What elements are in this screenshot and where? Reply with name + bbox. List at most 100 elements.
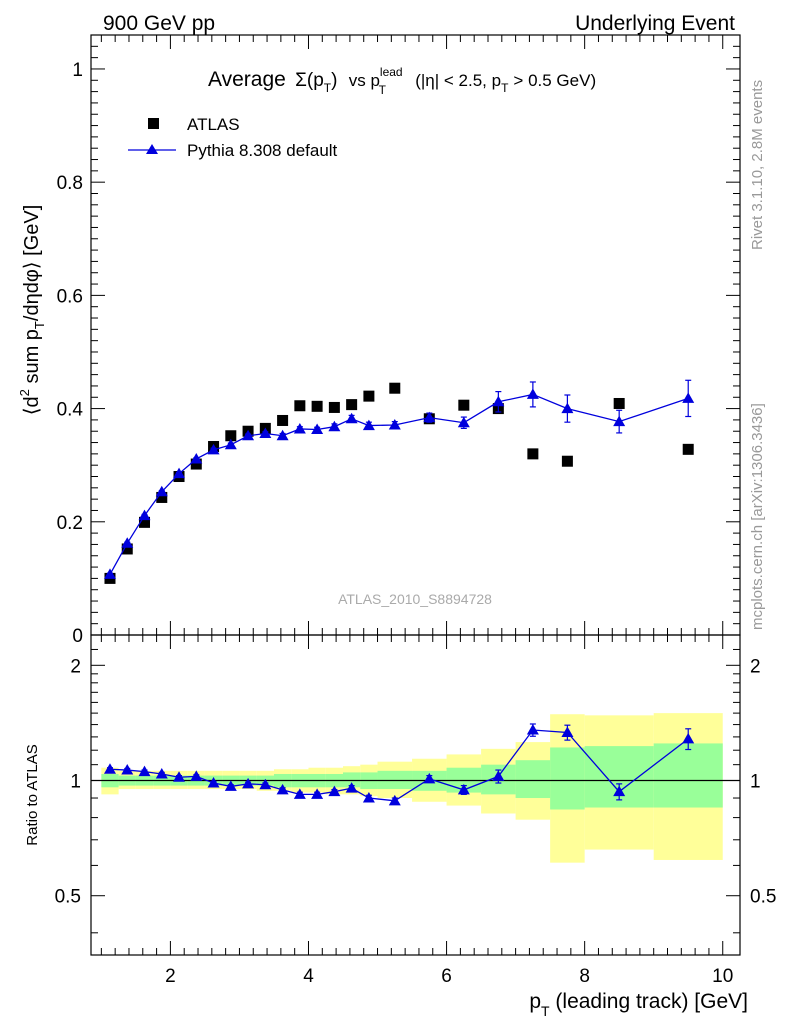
legend-atlas-marker xyxy=(148,118,159,129)
pythia-data-point xyxy=(103,568,116,579)
pythia-series-line xyxy=(109,393,689,575)
title-sub-t1: T xyxy=(324,81,332,95)
ratio-pythia-series xyxy=(103,723,695,806)
atlas-data-point xyxy=(294,400,306,412)
atlas-data-point xyxy=(389,382,401,394)
main-plot-title: Average Σ(pT) vs plead T (|η| < 2.5, pT > … xyxy=(208,65,596,99)
x-tick-label: 4 xyxy=(303,966,314,987)
main-panel: 00.20.40.60.81 Average Σ(pT) vs plead T (… xyxy=(17,34,741,647)
ratio-data-point xyxy=(224,780,237,791)
ratio-uncertainty-bands xyxy=(101,713,723,863)
legend-pythia-marker xyxy=(146,144,158,154)
ratio-plot-frame xyxy=(90,634,741,956)
ylabel-sup2: 2 xyxy=(17,389,32,396)
pythia-data-point xyxy=(242,429,255,441)
ratio-data-point xyxy=(103,763,116,774)
main-y-tick-label: 0.4 xyxy=(57,400,84,421)
pythia-data-point xyxy=(190,452,203,464)
pythia-data-point xyxy=(155,485,168,497)
ylabel-part-c: /dηdφ⟩ [GeV] xyxy=(21,205,43,321)
atlas-data-point xyxy=(346,399,358,411)
atlas-series xyxy=(104,382,694,584)
ratio-data-point xyxy=(526,724,539,735)
pythia-data-point xyxy=(345,412,358,424)
ratio-data-point xyxy=(457,783,470,795)
ratio-data-point xyxy=(190,770,203,781)
pythia-data-point xyxy=(388,419,401,430)
ratio-data-point xyxy=(682,732,695,744)
ratio-inner-band xyxy=(343,772,361,788)
ratio-y-axis-label: Ratio to ATLAS xyxy=(24,744,41,845)
title-word: Average xyxy=(208,68,286,91)
analysis-watermark: ATLAS_2010_S8894728 xyxy=(338,591,492,607)
atlas-data-point xyxy=(458,399,470,411)
ratio-data-point xyxy=(293,788,306,799)
title-close: ) xyxy=(331,70,337,91)
pythia-data-point xyxy=(173,467,186,479)
ratio-data-point xyxy=(155,767,168,779)
pythia-data-point xyxy=(328,420,341,432)
ratio-data-point xyxy=(173,771,186,782)
pythia-data-point xyxy=(207,443,220,455)
ratio-y-tick-label-left: 0.5 xyxy=(55,887,81,908)
xlabel-subT: T xyxy=(541,1003,550,1019)
pythia-data-point xyxy=(492,395,505,407)
ratio-y-tick-label-right: 2 xyxy=(750,656,761,677)
main-y-tick-label: 0.8 xyxy=(57,173,83,194)
ratio-data-point xyxy=(259,778,272,790)
atlas-data-point xyxy=(363,390,375,402)
atlas-data-point xyxy=(613,397,625,409)
ratio-data-point xyxy=(121,764,134,775)
x-tick-label: 10 xyxy=(712,966,733,987)
title-sup-lead: lead xyxy=(380,65,403,79)
title-cond-a: (|η| < 2.5, p xyxy=(415,71,501,90)
main-y-tick-label: 0 xyxy=(72,626,83,647)
atlas-data-point xyxy=(190,458,202,470)
rivet-version-label: Rivet 3.1.10, 2.8M events xyxy=(749,80,766,250)
title-sub-t2: T xyxy=(379,83,387,97)
ratio-y-tick-label-right: 0.5 xyxy=(750,887,776,908)
atlas-data-point xyxy=(277,414,289,426)
ratio-inner-band xyxy=(653,743,723,808)
title-sigma: Σ(p xyxy=(295,70,324,91)
ratio-inner-band xyxy=(550,747,585,810)
ratio-y-tick-label-right: 1 xyxy=(750,772,761,793)
pythia-data-point xyxy=(293,422,306,434)
ylabel-part-b: sum p xyxy=(21,329,43,389)
pythia-data-point xyxy=(613,415,626,427)
main-axes: 0 0.2 0.4 0.6 0.8 1 xyxy=(57,35,740,647)
ratio-data-point xyxy=(362,792,375,803)
title-sub-t3: T xyxy=(501,81,509,95)
atlas-data-point xyxy=(121,543,133,555)
pythia-data-point xyxy=(276,429,289,441)
ratio-data-point xyxy=(345,782,358,793)
title-vs: vs p xyxy=(349,71,380,90)
atlas-data-point xyxy=(328,401,340,413)
ratio-inner-band xyxy=(515,760,551,799)
mcplots-label: mcplots.cern.ch [arXiv:1306.3436] xyxy=(749,403,766,630)
ratio-y-tick-label-left: 1 xyxy=(70,772,81,793)
main-y-axis-label: ⟨d2 sum pT/dηdφ⟩ [GeV] xyxy=(17,205,47,416)
pythia-series xyxy=(103,379,695,579)
atlas-data-point xyxy=(527,448,539,460)
xlabel-part-b: (leading track) [GeV] xyxy=(550,990,748,1013)
atlas-data-point xyxy=(561,455,573,467)
pythia-data-point xyxy=(561,402,574,414)
x-tick-label: 2 xyxy=(165,966,176,987)
ratio-axes: 0.5 0.5 1 1 2 2 2 4 6 8 10 xyxy=(55,635,776,987)
ratio-data-point xyxy=(561,726,574,737)
ratio-data-point xyxy=(388,794,401,806)
ratio-data-point xyxy=(242,777,255,789)
xlabel-part-a: p xyxy=(529,990,541,1013)
title-cond-b: > 0.5 GeV) xyxy=(513,71,596,90)
ratio-data-point xyxy=(423,772,436,784)
pythia-data-point xyxy=(224,438,237,450)
atlas-data-point xyxy=(682,443,694,455)
ratio-panel: 0.5 0.5 1 1 2 2 2 4 6 8 10 Ratio to ATLAS pT (lead… xyxy=(24,634,776,1019)
x-tick-label: 6 xyxy=(441,966,452,987)
pythia-data-point xyxy=(121,537,134,548)
ratio-data-point xyxy=(311,788,324,799)
pythia-data-point xyxy=(259,427,272,438)
pythia-data-point xyxy=(423,411,436,423)
pythia-data-point xyxy=(138,509,151,521)
